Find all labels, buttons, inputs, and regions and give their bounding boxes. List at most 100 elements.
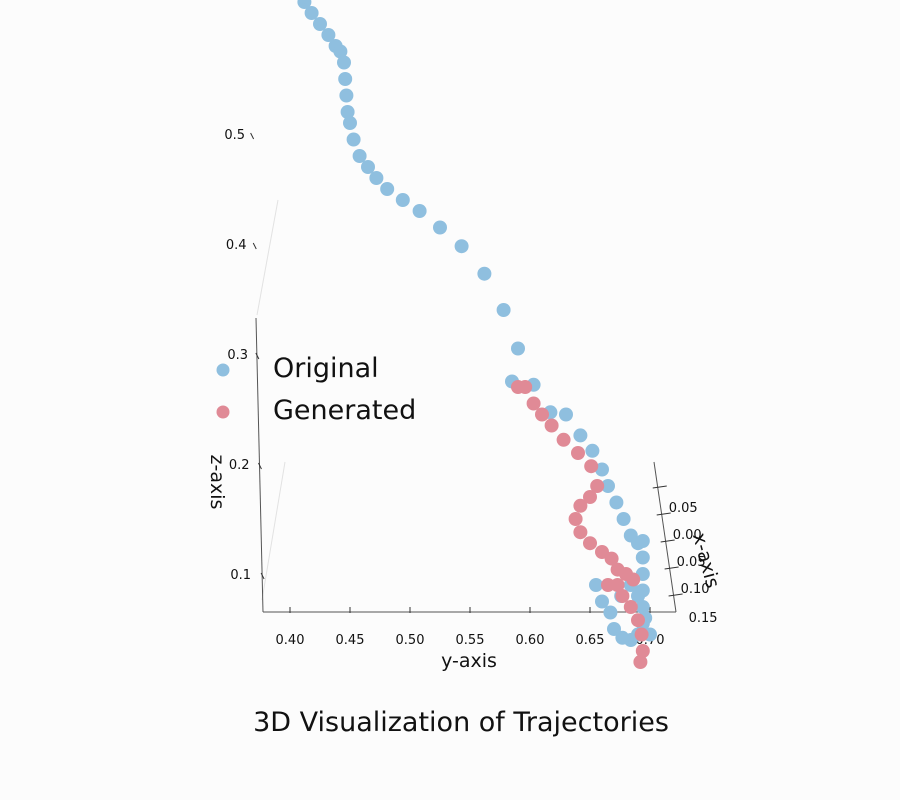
z-tick-label: 0.1 [230,568,251,583]
data-point [535,407,549,422]
data-point [601,479,615,493]
x-tick-mark [660,539,675,543]
data-point [340,105,355,119]
data-point [454,239,469,254]
data-point [298,0,311,4]
data-point [337,55,351,70]
data-point [584,459,599,474]
x-tick-mark [668,593,683,597]
data-point [338,72,353,86]
data-point [583,490,597,504]
chart-title: 3D Visualization of Trajectories [253,707,669,738]
x-axis-ticks: 0.05 0.00 0.05 0.10 0.15 [652,485,718,626]
data-point [615,630,630,645]
legend: Original Generated [216,353,416,426]
data-point [304,6,319,20]
data-point [477,266,492,281]
x-tick-mark [656,512,671,516]
data-point [496,303,511,317]
data-point [601,578,615,592]
z-tick-mark [260,572,265,580]
z-tick-label: 0.5 [224,128,245,143]
data-point [361,160,375,174]
data-point [571,446,585,460]
data-point [589,578,603,592]
data-point [556,432,571,447]
z-tick-mark [252,242,257,250]
data-point [631,613,645,628]
series-generated [511,380,650,669]
data-point [634,627,649,642]
data-point [559,407,573,422]
data-point [544,418,559,433]
data-point [603,605,618,620]
data-point [610,578,625,592]
data-point [635,644,650,658]
data-point [595,462,609,477]
data-point [583,536,597,551]
data-point [313,17,327,31]
legend-label-generated: Generated [273,395,416,426]
y-axis-label: y-axis [441,650,497,672]
z-axis-label: z-axis [206,455,228,510]
data-point [609,495,624,510]
data-point [595,594,609,609]
z-tick-mark [250,132,255,140]
data-point [616,512,631,526]
data-point [343,116,357,130]
x-tick-label: 0.15 [689,611,718,626]
data-point [573,525,588,540]
series-original [297,0,657,647]
data-point [635,534,650,548]
data-point [511,341,525,356]
pane-edge-back [256,199,279,316]
z-tick-mark [258,462,262,470]
y-tick-label: 0.55 [456,633,485,648]
data-point [380,182,395,196]
data-point [352,149,367,163]
data-point [633,655,648,669]
data-point [395,193,410,207]
data-point [615,589,630,603]
data-point [635,600,650,614]
z-tick-mark [255,352,260,360]
data-point [585,443,600,458]
y-tick-label: 0.40 [276,633,305,648]
y-tick-label: 0.45 [336,633,365,648]
x-tick-label: 0.05 [677,555,706,570]
data-point [339,88,354,103]
data-point [568,512,583,526]
data-point [333,44,348,59]
data-point [623,600,638,614]
data-point [321,28,336,42]
data-point [526,396,541,411]
data-points [297,0,657,669]
legend-label-original: Original [273,353,379,384]
x-tick-mark [652,485,667,489]
data-point [607,622,621,636]
data-point [412,204,427,218]
y-tick-label: 0.65 [576,633,605,648]
data-point [573,498,588,513]
x-tick-label: 0.00 [673,528,702,543]
z-tick-label: 0.4 [226,238,247,253]
z-tick-label: 0.3 [227,348,248,363]
x-tick-label: 0.10 [681,582,710,597]
data-point [590,479,605,493]
y-tick-label: 0.60 [516,633,545,648]
data-point [433,220,447,235]
data-point [604,551,619,566]
z-tick-label: 0.2 [229,458,250,473]
data-point [635,550,650,565]
pane-edge-inner [261,461,286,601]
data-point [619,567,633,581]
data-point [518,380,533,394]
data-point [369,171,384,185]
x-tick-mark [664,566,679,570]
data-point [346,132,361,147]
x-tick-label: 0.05 [669,501,698,516]
y-tick-label: 0.50 [396,633,425,648]
legend-marker-generated [216,405,230,419]
z-axis-ticks: 0.1 0.2 0.3 0.4 0.5 [224,128,265,583]
